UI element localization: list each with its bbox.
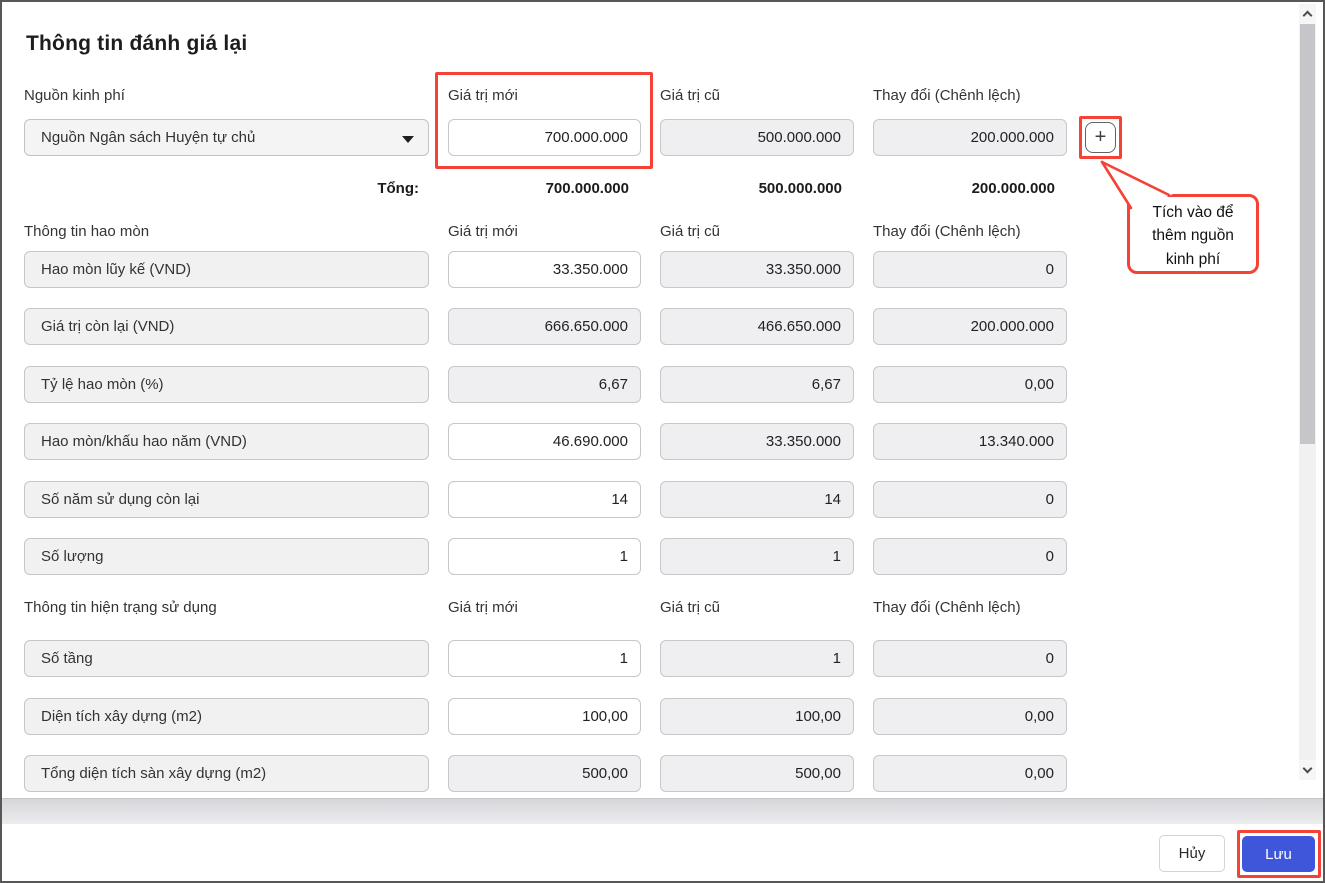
scroll-down-button[interactable] (1299, 760, 1316, 780)
field-old-value (660, 423, 854, 460)
annotation-callout: Tích vào để thêm nguồn kinh phí (1127, 194, 1259, 274)
field-new-value (448, 366, 641, 403)
funding-source-selected-value: Nguồn Ngân sách Huyện tự chủ (41, 129, 256, 146)
input-new-value[interactable] (448, 251, 641, 288)
totals-label: Tổng: (377, 180, 419, 197)
field-old-value (660, 251, 854, 288)
save-button[interactable]: Lưu (1242, 836, 1315, 872)
input-new-value[interactable] (448, 698, 641, 735)
funding-old-value-field (660, 119, 854, 156)
section-title: Thông tin hiện trạng sử dụng (24, 599, 217, 616)
column-header-new: Giá trị mới (448, 599, 518, 616)
field-change-value (873, 423, 1067, 460)
field-old-value (660, 538, 854, 575)
row-label: Số lượng (24, 538, 429, 575)
footer-divider (2, 798, 1323, 824)
row-label: Giá trị còn lại (VND) (24, 308, 429, 345)
column-header-new: Giá trị mới (448, 223, 518, 240)
funding-source-label: Nguồn kinh phí (24, 87, 125, 104)
funding-source-select[interactable]: Nguồn Ngân sách Huyện tự chủ (24, 119, 429, 156)
input-new-value[interactable] (448, 481, 641, 518)
row-label: Diện tích xây dựng (m2) (24, 698, 429, 735)
chevron-down-icon (402, 136, 414, 143)
column-header-old: Giá trị cũ (660, 223, 721, 240)
field-new-value (448, 308, 641, 345)
input-new-value[interactable] (448, 423, 641, 460)
field-old-value (660, 640, 854, 677)
field-change-value (873, 698, 1067, 735)
chevron-down-icon (1302, 763, 1313, 774)
field-change-value (873, 640, 1067, 677)
field-old-value (660, 481, 854, 518)
row-label: Tỷ lệ hao mòn (%) (24, 366, 429, 403)
column-header-old: Giá trị cũ (660, 599, 721, 616)
column-header-new: Giá trị mới (448, 87, 518, 104)
column-header-change: Thay đổi (Chênh lệch) (873, 599, 1021, 616)
row-label: Tổng diện tích sàn xây dựng (m2) (24, 755, 429, 792)
column-header-change: Thay đổi (Chênh lệch) (873, 87, 1021, 104)
annotation-line: thêm nguồn (1152, 227, 1234, 245)
column-header-old: Giá trị cũ (660, 87, 721, 104)
funding-change-value-field (873, 119, 1067, 156)
field-new-value (448, 755, 641, 792)
scrollbar-thumb[interactable] (1300, 24, 1315, 444)
annotation-line: Tích vào để (1152, 204, 1234, 221)
row-label: Số tầng (24, 640, 429, 677)
field-change-value (873, 251, 1067, 288)
field-old-value (660, 366, 854, 403)
total-change-value: 200.000.000 (971, 180, 1055, 197)
cancel-button[interactable]: Hủy (1159, 835, 1225, 872)
scroll-up-button[interactable] (1299, 4, 1316, 24)
plus-icon: + (1094, 125, 1107, 148)
annotation-line: kinh phí (1165, 250, 1221, 268)
row-label: Hao mòn/khấu hao năm (VND) (24, 423, 429, 460)
field-change-value (873, 538, 1067, 575)
field-change-value (873, 481, 1067, 518)
field-change-value (873, 755, 1067, 792)
funding-new-value-input[interactable] (448, 119, 641, 156)
input-new-value[interactable] (448, 538, 641, 575)
field-old-value (660, 308, 854, 345)
field-old-value (660, 755, 854, 792)
add-funding-source-button[interactable]: + (1085, 122, 1116, 153)
total-new-value: 700.000.000 (545, 180, 629, 197)
chevron-up-icon (1302, 10, 1313, 21)
vertical-scrollbar[interactable] (1299, 4, 1316, 780)
input-new-value[interactable] (448, 640, 641, 677)
field-change-value (873, 308, 1067, 345)
dialog-footer (2, 824, 1323, 881)
field-change-value (873, 366, 1067, 403)
field-old-value (660, 698, 854, 735)
column-header-change: Thay đổi (Chênh lệch) (873, 223, 1021, 240)
total-old-value: 500.000.000 (758, 180, 842, 197)
row-label: Số năm sử dụng còn lại (24, 481, 429, 518)
section-title: Thông tin hao mòn (24, 223, 150, 240)
row-label: Hao mòn lũy kế (VND) (24, 251, 429, 288)
page-title: Thông tin đánh giá lại (26, 32, 248, 55)
